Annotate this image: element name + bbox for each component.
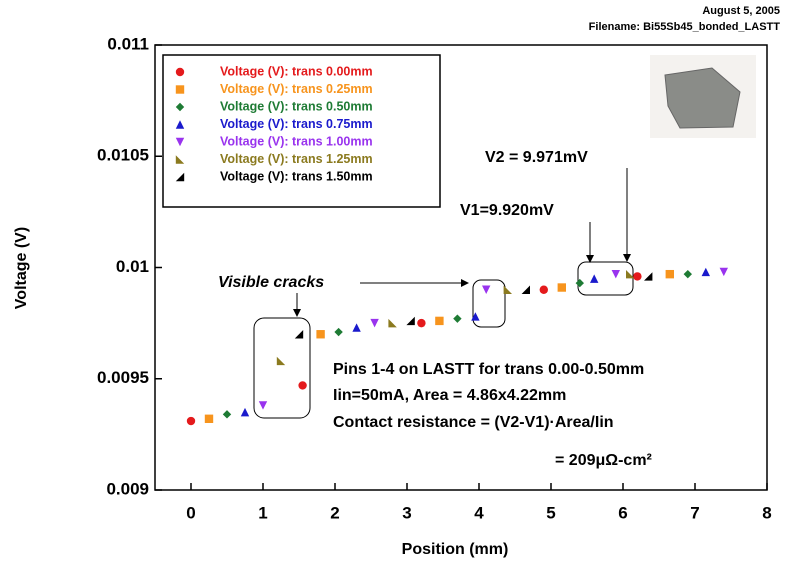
point — [406, 316, 415, 326]
y-tick-label: 0.0105 — [97, 146, 149, 165]
x-axis-label: Position (mm) — [402, 541, 509, 558]
header-file: Filename: Bi55Sb45_bonded_LASTT — [589, 21, 781, 33]
legend-box — [162, 54, 441, 208]
point — [575, 278, 584, 288]
legend-label: Voltage (V): trans 0.25mm — [220, 82, 373, 96]
point — [683, 269, 692, 279]
x-tick-label: 3 — [402, 503, 411, 522]
x-tick-label: 1 — [258, 503, 267, 522]
point — [370, 318, 379, 328]
point — [276, 356, 286, 366]
legend-label: Voltage (V): trans 0.00mm — [220, 64, 373, 78]
legend-label: Voltage (V): trans 1.25mm — [220, 152, 373, 166]
point — [539, 285, 548, 294]
legend-label: Voltage (V): trans 1.50mm — [220, 169, 373, 183]
point — [482, 285, 491, 294]
point — [175, 172, 185, 182]
annotation: Visible cracks — [218, 274, 324, 291]
x-tick-label: 8 — [762, 503, 771, 522]
point — [175, 120, 185, 129]
x-tick-label: 4 — [474, 503, 484, 522]
y-tick-label: 0.011 — [107, 34, 149, 53]
y-tick-label: 0.0095 — [97, 368, 149, 387]
point — [435, 316, 444, 326]
crack-box — [472, 279, 506, 328]
x-tick-label: 6 — [618, 503, 627, 522]
legend-label: Voltage (V): trans 0.50mm — [220, 99, 373, 113]
point — [352, 323, 361, 332]
point — [701, 267, 710, 277]
point — [294, 330, 304, 339]
point — [626, 269, 635, 279]
y-tick-label: 0.009 — [106, 479, 149, 498]
annotation: V2 = 9.971mV — [485, 149, 588, 166]
point — [204, 414, 214, 423]
point — [719, 267, 728, 277]
point — [298, 381, 307, 390]
header-date: August 5, 2005 — [702, 5, 780, 17]
annotation: V1=9.920mV — [460, 202, 554, 219]
legend-label: Voltage (V): trans 1.00mm — [220, 134, 373, 148]
annotation: Contact resistance = (V2-V1)·Area/Iin — [333, 414, 614, 431]
x-tick-label: 0 — [186, 503, 195, 522]
point — [644, 272, 653, 281]
point — [557, 283, 566, 292]
point — [503, 285, 512, 294]
y-tick-label: 0.01 — [116, 257, 149, 276]
point — [258, 401, 268, 410]
point — [175, 137, 185, 147]
legend-label: Voltage (V): trans 0.75mm — [220, 117, 373, 131]
annotation: = 209μΩ-cm² — [555, 452, 652, 469]
point — [417, 318, 426, 328]
point — [186, 416, 196, 426]
point — [240, 407, 250, 417]
x-tick-label: 7 — [690, 503, 699, 522]
point — [590, 274, 599, 283]
point — [222, 410, 232, 419]
x-tick-label: 5 — [546, 503, 555, 522]
sample-photo — [664, 67, 741, 129]
x-tick-label: 2 — [330, 503, 339, 522]
point — [388, 318, 397, 328]
point — [633, 272, 642, 281]
point — [175, 67, 185, 77]
point — [175, 155, 185, 164]
point — [611, 269, 620, 279]
point — [453, 314, 462, 323]
point — [316, 330, 325, 339]
point — [175, 85, 185, 94]
point — [334, 327, 343, 337]
crack-box — [253, 317, 311, 419]
annotation: Pins 1-4 on LASTT for trans 0.00-0.50mm — [333, 361, 644, 378]
point — [521, 285, 530, 294]
annotation: Iin=50mA, Area = 4.86x4.22mm — [333, 387, 566, 404]
point — [665, 269, 674, 279]
point — [471, 312, 480, 321]
point — [175, 102, 185, 112]
v-box — [577, 261, 634, 296]
y-axis-label: Voltage (V) — [13, 227, 30, 309]
